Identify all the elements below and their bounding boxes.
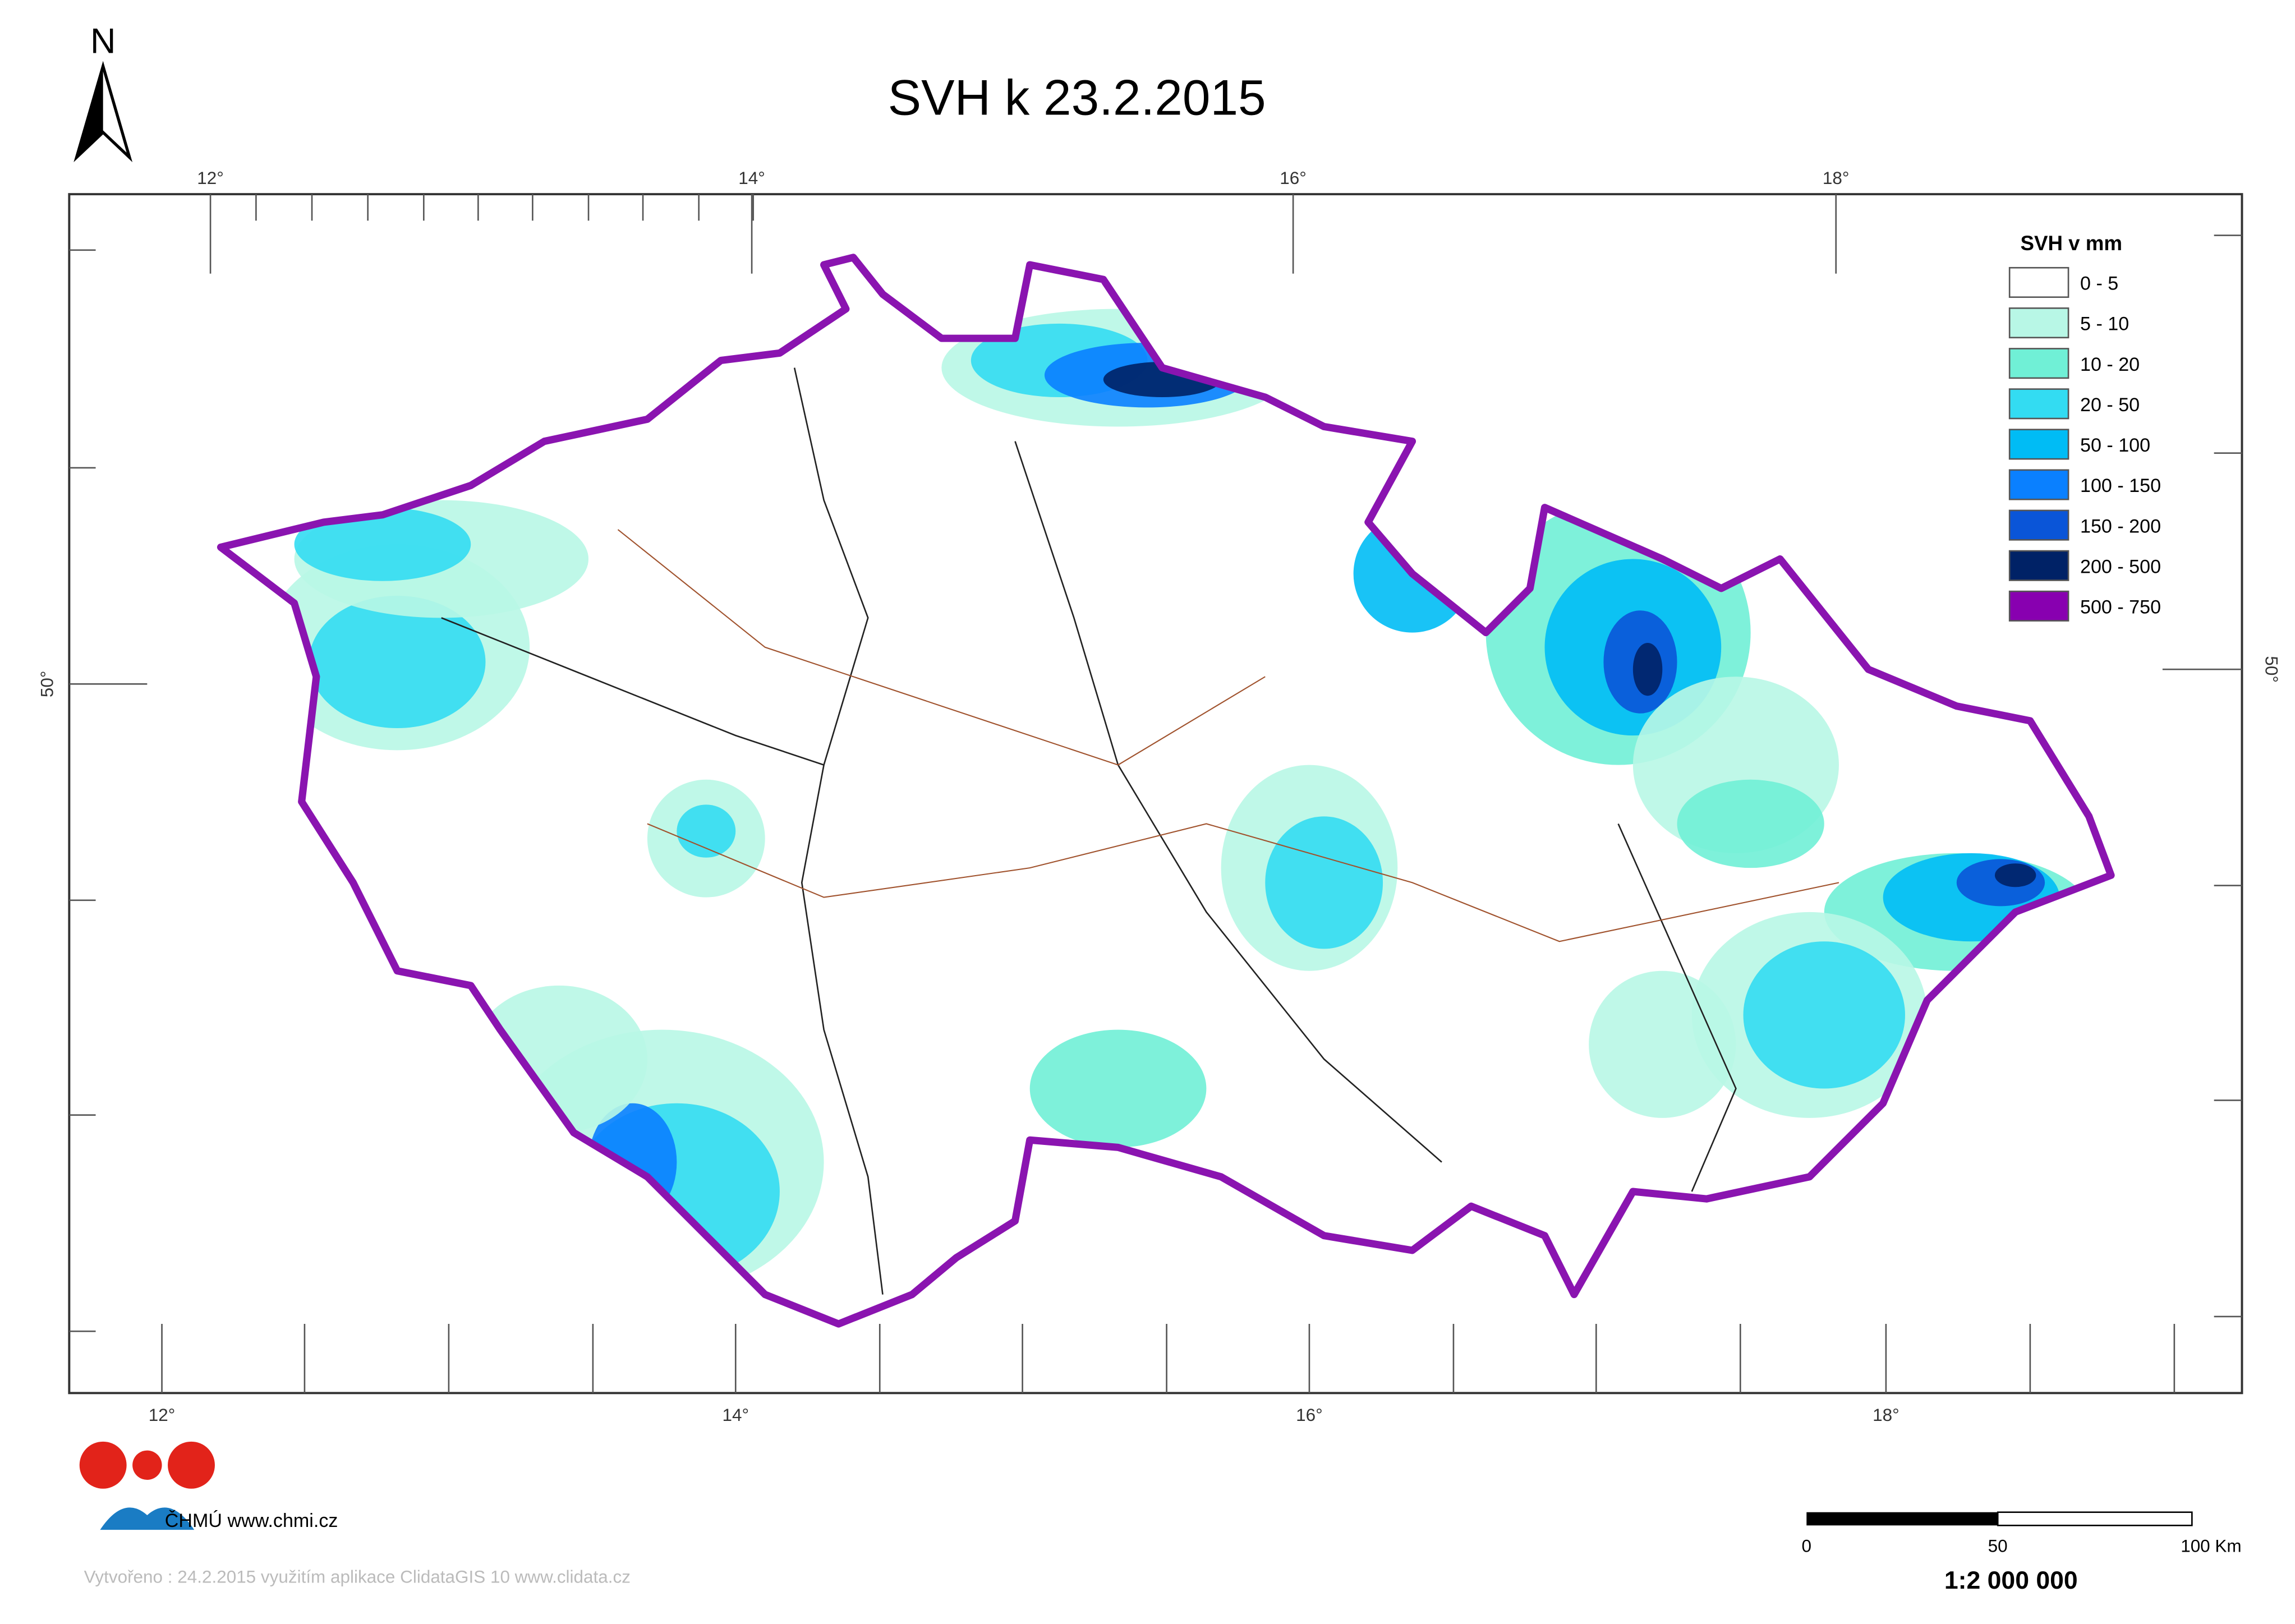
snow-patch <box>677 804 736 858</box>
scale-bar-white <box>1997 1511 2193 1526</box>
legend-swatch <box>2008 266 2069 298</box>
legend-swatch <box>2008 550 2069 581</box>
legend-label: 0 - 5 <box>2080 273 2118 295</box>
legend-label: 20 - 50 <box>2080 394 2140 416</box>
legend: SVH v mm 0 - 5 5 - 10 10 - 20 20 - 50 50 - 1… <box>2008 232 2161 622</box>
map-title: SVH k 23.2.2015 <box>888 70 1266 126</box>
top-lon-label: 12° <box>197 168 224 188</box>
legend-swatch <box>2008 388 2069 420</box>
legend-swatch <box>2008 469 2069 500</box>
snow-patch <box>1677 779 1824 868</box>
logo-wave <box>100 1507 195 1530</box>
rivers <box>441 367 1839 1295</box>
north-label: N <box>90 21 116 61</box>
bottom-lon-label: 16° <box>1296 1405 1323 1425</box>
map-frame <box>68 193 2243 1395</box>
bottom-lon-label: 12° <box>149 1405 176 1425</box>
river <box>1617 823 1737 1192</box>
graticule-ticks <box>69 194 2242 1393</box>
legend-label: 100 - 150 <box>2080 475 2161 496</box>
scale-bar-black <box>1806 1512 1998 1526</box>
river <box>441 617 825 766</box>
legend-title: SVH v mm <box>2021 232 2123 255</box>
snow-patch <box>1265 816 1383 949</box>
snow-patch <box>1589 970 1736 1118</box>
snow-patch <box>309 596 486 729</box>
legend-label: 500 - 750 <box>2080 596 2161 618</box>
scale-ratio: 1:2 000 000 <box>1944 1567 2078 1594</box>
top-lon-label: 18° <box>1823 168 1850 188</box>
logo-circle <box>168 1441 215 1489</box>
river <box>1014 441 1442 1163</box>
snow-patch <box>1632 642 1663 696</box>
right-lat-label: 50° <box>2261 656 2281 683</box>
logo-circle <box>132 1450 162 1480</box>
logo: ČHMÚ www.chmi.cz <box>79 1441 338 1531</box>
bottom-lon-label: 14° <box>722 1405 749 1425</box>
logo-text: ČHMÚ www.chmi.cz <box>165 1510 338 1531</box>
legend-label: 200 - 500 <box>2080 556 2161 577</box>
top-lon-label: 16° <box>1280 168 1307 188</box>
legend-label: 10 - 20 <box>2080 354 2140 375</box>
river <box>793 367 884 1295</box>
snow-patch <box>1029 1029 1207 1148</box>
bottom-lon-label: 18° <box>1873 1405 1900 1425</box>
top-lon-label: 14° <box>738 168 765 188</box>
snow-patch <box>1743 941 1905 1089</box>
credit: Vytvořeno : 24.2.2015 využitím aplikace … <box>84 1567 631 1587</box>
snow-patch <box>294 507 471 581</box>
legend-swatch <box>2008 429 2069 460</box>
boundary <box>647 823 1839 942</box>
frame <box>68 193 2243 1395</box>
snow-patch <box>1994 863 2036 887</box>
scale-label: 50 <box>1988 1536 2008 1556</box>
legend-swatch <box>2008 348 2069 379</box>
left-lat-label: 50° <box>38 671 57 698</box>
scale-label: 100 Km <box>2181 1536 2241 1556</box>
scale-label: 0 <box>1802 1536 1812 1556</box>
legend-label: 5 - 10 <box>2080 314 2129 335</box>
boundary <box>617 529 1266 766</box>
legend-label: 150 - 200 <box>2080 516 2161 537</box>
legend-swatch <box>2008 590 2069 622</box>
legend-label: 50 - 100 <box>2080 435 2150 456</box>
logo-circle <box>79 1441 127 1489</box>
legend-swatch <box>2008 509 2069 541</box>
legend-swatch <box>2008 307 2069 339</box>
